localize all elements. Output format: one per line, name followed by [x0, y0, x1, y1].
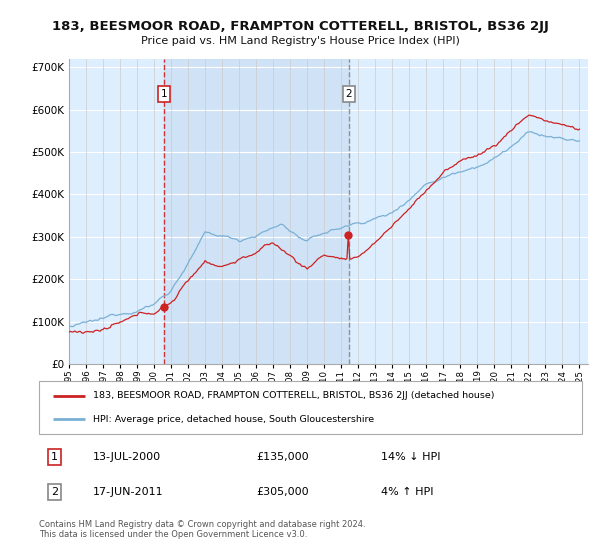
- Bar: [164, 59, 349, 364]
- Text: HPI: Average price, detached house, South Gloucestershire: HPI: Average price, detached house, Sout…: [94, 414, 374, 423]
- Text: £135,000: £135,000: [256, 452, 309, 462]
- Text: 1: 1: [51, 452, 58, 462]
- Text: 183, BEESMOOR ROAD, FRAMPTON COTTERELL, BRISTOL, BS36 2JJ (detached house): 183, BEESMOOR ROAD, FRAMPTON COTTERELL, …: [94, 391, 495, 400]
- Text: Price paid vs. HM Land Registry's House Price Index (HPI): Price paid vs. HM Land Registry's House …: [140, 36, 460, 46]
- Text: Contains HM Land Registry data © Crown copyright and database right 2024.
This d: Contains HM Land Registry data © Crown c…: [39, 520, 365, 539]
- Text: 2: 2: [346, 89, 352, 99]
- Text: 13-JUL-2000: 13-JUL-2000: [94, 452, 161, 462]
- Text: 14% ↓ HPI: 14% ↓ HPI: [381, 452, 440, 462]
- Text: 17-JUN-2011: 17-JUN-2011: [94, 487, 164, 497]
- Text: 4% ↑ HPI: 4% ↑ HPI: [381, 487, 434, 497]
- Text: 1: 1: [161, 89, 167, 99]
- FancyBboxPatch shape: [39, 381, 582, 434]
- Text: £305,000: £305,000: [256, 487, 309, 497]
- Text: 183, BEESMOOR ROAD, FRAMPTON COTTERELL, BRISTOL, BS36 2JJ: 183, BEESMOOR ROAD, FRAMPTON COTTERELL, …: [52, 20, 548, 32]
- Text: 2: 2: [50, 487, 58, 497]
